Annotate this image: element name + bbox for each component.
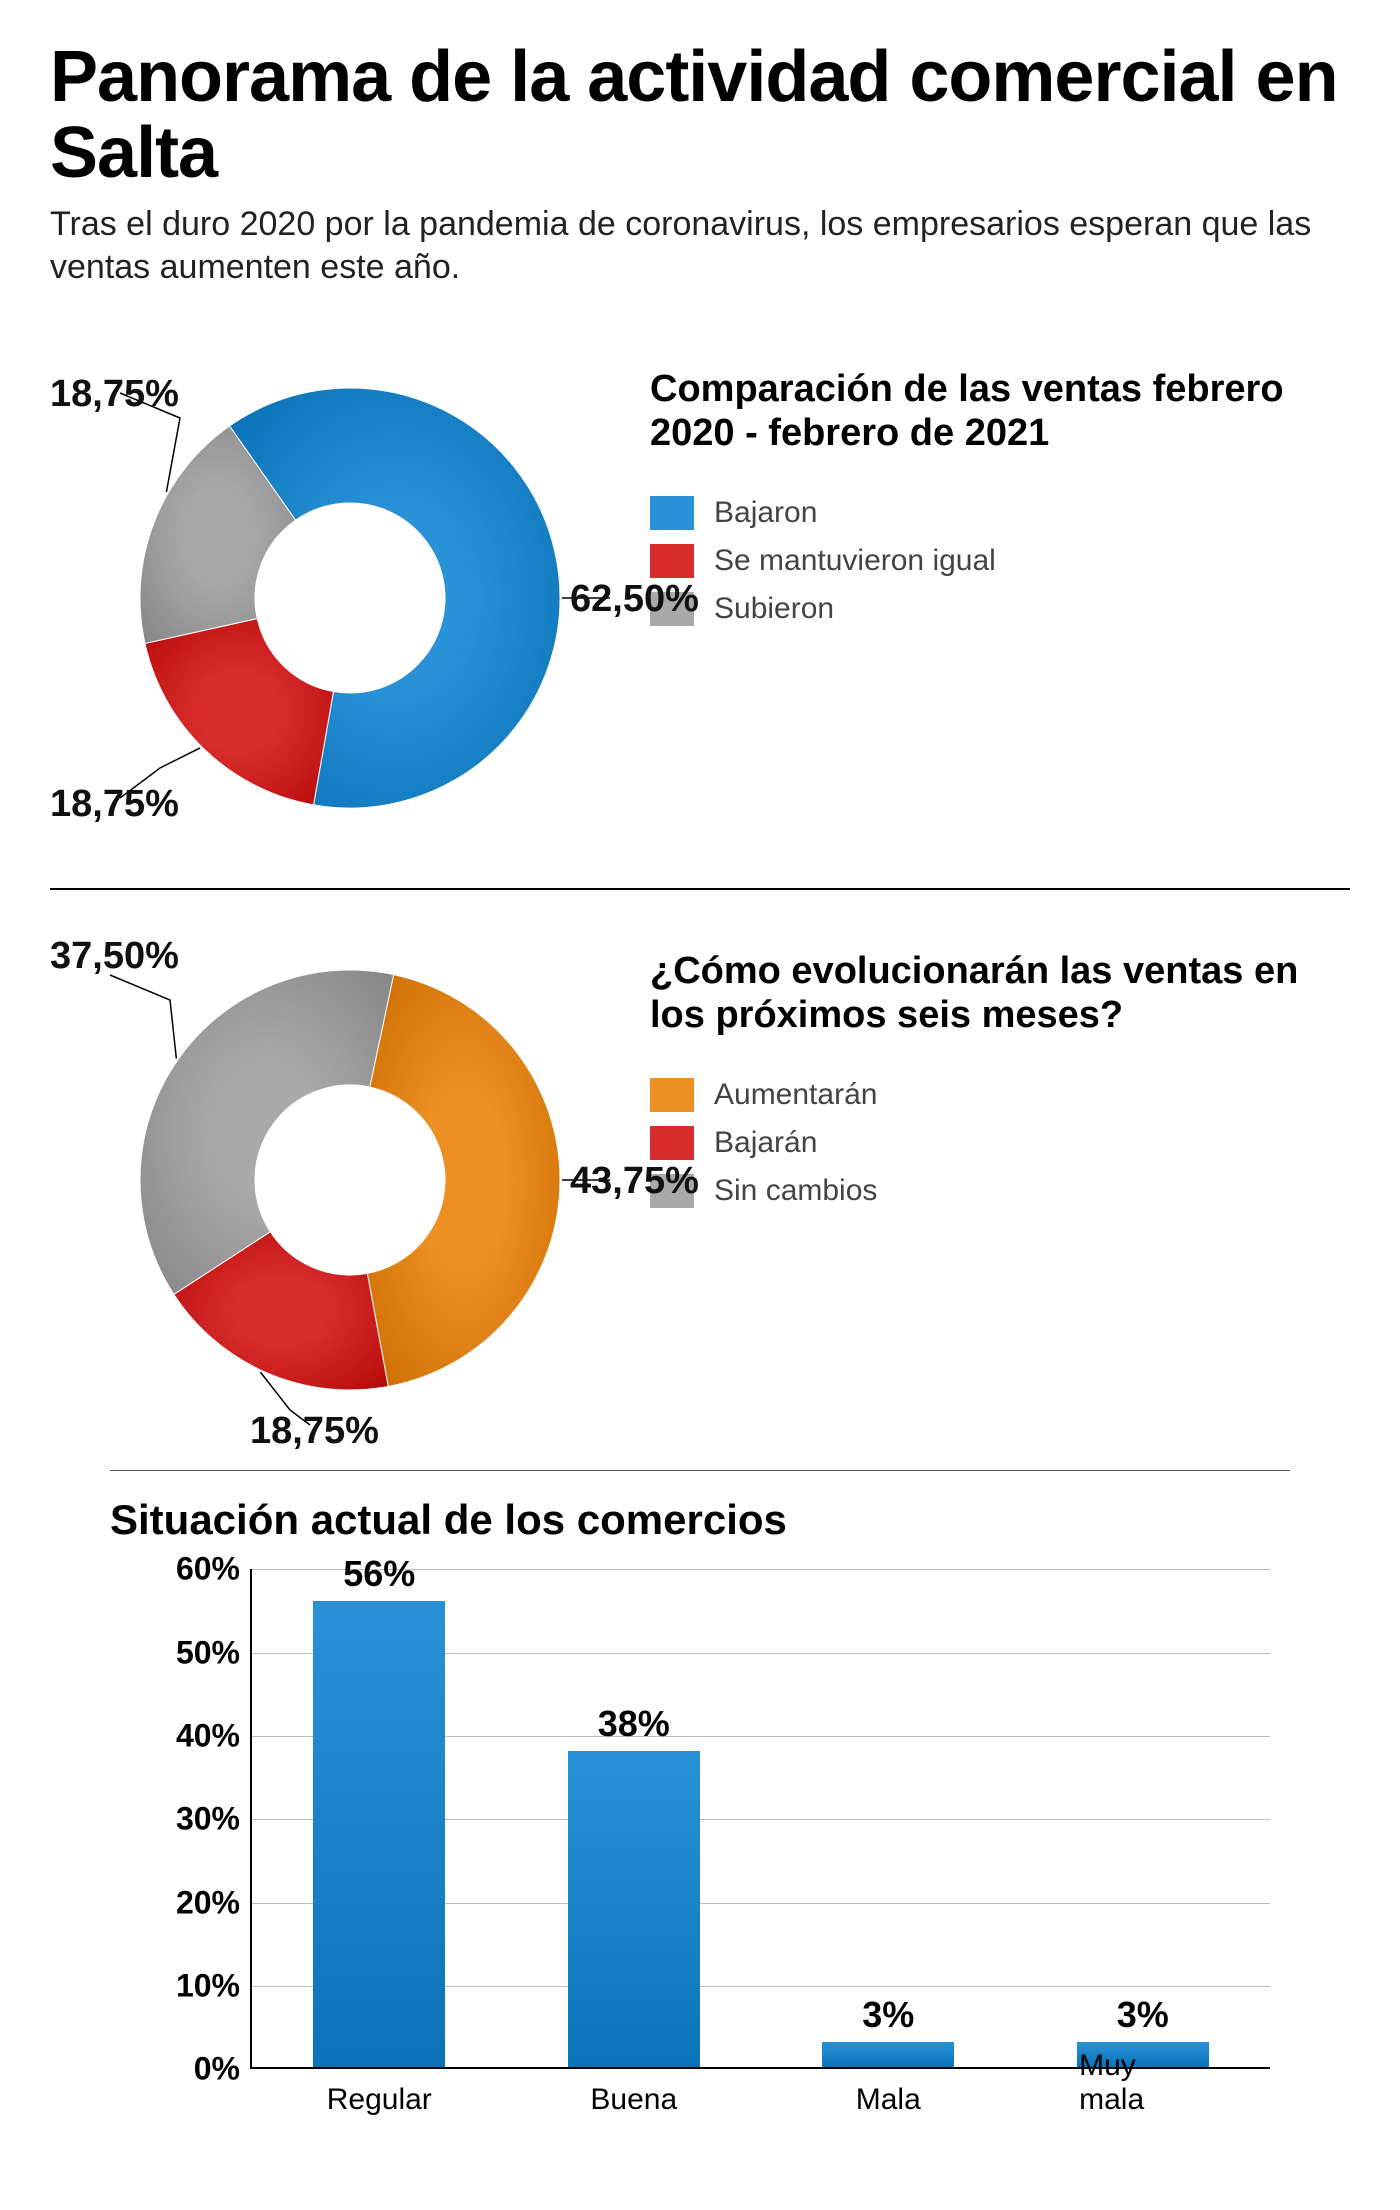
legend-label: Subieron: [714, 592, 834, 626]
legend-row: Bajarán: [650, 1126, 1350, 1160]
x-axis-label: Buena: [590, 2083, 677, 2117]
bar: 56%: [313, 1601, 445, 2068]
y-axis-tick: 40%: [110, 1717, 240, 1754]
bar-value-label: 56%: [313, 1553, 445, 1595]
x-axis-label: Mala: [856, 2083, 921, 2117]
chart1-title: Comparación de las ventas febrero 2020 -…: [650, 368, 1350, 455]
infographic-container: Panorama de la actividad comercial en Sa…: [0, 0, 1400, 2189]
y-axis-tick: 50%: [110, 1634, 240, 1671]
legend-row: Se mantuvieron igual: [650, 544, 1350, 578]
legend-row: Aumentarán: [650, 1078, 1350, 1112]
legend-swatch: [650, 496, 694, 530]
y-axis-tick: 10%: [110, 1967, 240, 2004]
legend-swatch: [650, 1126, 694, 1160]
legend-label: Bajaron: [714, 496, 817, 530]
chart2-donut: 43,75%18,75%37,50%: [50, 920, 650, 1440]
donut-pct-label: 18,75%: [50, 373, 179, 416]
y-axis-tick: 30%: [110, 1801, 240, 1838]
legend-swatch: [650, 544, 694, 578]
chart1-right-panel: Comparación de las ventas febrero 2020 -…: [650, 338, 1350, 639]
donut-pct-label: 18,75%: [50, 783, 179, 826]
chart2-right-panel: ¿Cómo evolucionarán las ventas en los pr…: [650, 920, 1350, 1221]
bar: 3%: [822, 2042, 954, 2067]
divider-1: [50, 888, 1350, 890]
bar-chart: 56%Regular38%Buena3%Mala3%Muy mala 0%10%…: [110, 1569, 1290, 2129]
chart2-legend: Aumentarán Bajarán Sin cambios: [650, 1078, 1350, 1208]
legend-row: Bajaron: [650, 496, 1350, 530]
x-axis-label: Muy mala: [1079, 2049, 1206, 2117]
chart2-section: 43,75%18,75%37,50% ¿Cómo evolucionarán l…: [50, 920, 1350, 1440]
donut-svg: [50, 920, 650, 1440]
chart1-legend: Bajaron Se mantuvieron igual Subieron: [650, 496, 1350, 626]
chart1-donut: 62,50%18,75%18,75%: [50, 338, 650, 858]
legend-label: Sin cambios: [714, 1174, 877, 1208]
x-axis-label: Regular: [327, 2083, 432, 2117]
divider-2: [110, 1470, 1290, 1471]
chart1-section: 62,50% 18,75% 18,75% Comparación de las ve…: [50, 338, 1350, 858]
donut-pct-label: 62,50%: [570, 578, 699, 621]
subtitle: Tras el duro 2020 por la pandemia de cor…: [50, 203, 1350, 288]
legend-row: Subieron: [650, 592, 1350, 626]
legend-swatch: [650, 1078, 694, 1112]
bar-value-label: 3%: [822, 1994, 954, 2036]
donut-pct-label: 43,75%: [570, 1160, 699, 1203]
bar-value-label: 38%: [568, 1703, 700, 1745]
donut-svg: [50, 338, 650, 858]
bar-chart-title: Situación actual de los comercios: [110, 1496, 1290, 1544]
legend-label: Bajarán: [714, 1126, 817, 1160]
legend-label: Se mantuvieron igual: [714, 544, 996, 578]
chart2-title: ¿Cómo evolucionarán las ventas en los pr…: [650, 950, 1350, 1037]
donut-pct-label: 18,75%: [250, 1410, 379, 1453]
legend-label: Aumentarán: [714, 1078, 877, 1112]
y-axis-tick: 0%: [110, 2051, 240, 2088]
bar: 38%: [568, 1751, 700, 2068]
main-title: Panorama de la actividad comercial en Sa…: [50, 40, 1350, 191]
bar-value-label: 3%: [1077, 1994, 1209, 2036]
y-axis-tick: 60%: [110, 1551, 240, 1588]
legend-row: Sin cambios: [650, 1174, 1350, 1208]
y-axis-tick: 20%: [110, 1884, 240, 1921]
donut-pct-label: 37,50%: [50, 935, 179, 978]
bar-plot-area: 56%Regular38%Buena3%Mala3%Muy mala: [250, 1569, 1270, 2069]
bar-chart-section: Situación actual de los comercios 56%Reg…: [50, 1496, 1350, 2129]
